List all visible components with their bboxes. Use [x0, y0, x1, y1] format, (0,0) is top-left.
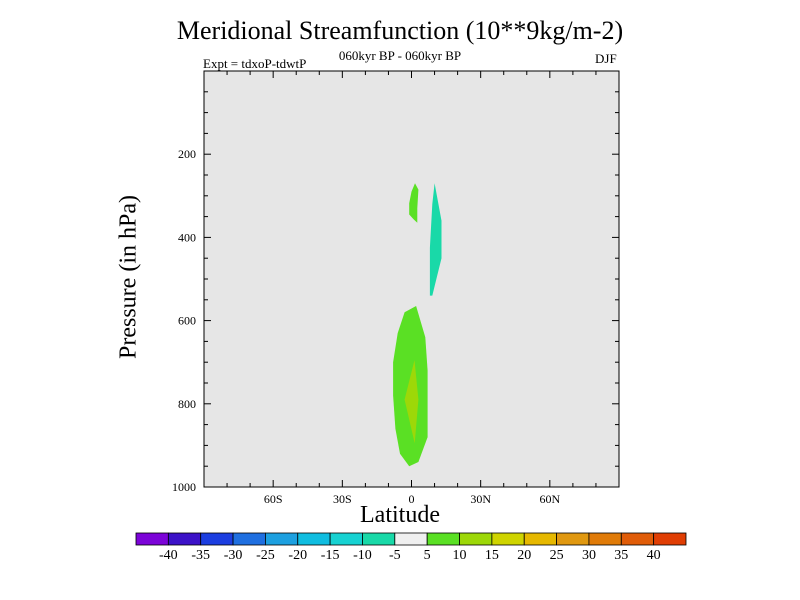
x-axis-label: Latitude [360, 502, 440, 528]
colorbar-label: -40 [159, 548, 178, 563]
y-tick-label: 600 [178, 314, 196, 328]
colorbar-swatch [329, 532, 363, 546]
chart-subtitle: 060kyr BP - 060kyr BP [338, 48, 462, 63]
colorbar-swatch [232, 532, 266, 546]
colorbar-swatch [200, 532, 234, 546]
chart-title: Meridional Streamfunction (10**9kg/m-2) [176, 16, 624, 45]
colorbar-label: -20 [288, 548, 307, 563]
colorbar-label: 5 [424, 548, 431, 563]
colorbar-label: -30 [224, 548, 243, 563]
colorbar-swatch [265, 532, 299, 546]
contour-region-2 [429, 183, 442, 296]
colorbar-swatch [620, 532, 655, 546]
colorbar-label: -10 [353, 548, 372, 563]
colorbar-label: -35 [191, 548, 210, 563]
contour-region-1 [409, 183, 419, 223]
colorbar-swatch [297, 532, 331, 546]
colorbar-swatch [491, 532, 525, 546]
colorbar-label: 35 [614, 548, 628, 563]
season-label: DJF [595, 51, 617, 66]
x-tick-label: 0 [409, 492, 415, 506]
colorbar: -40 -35 -30 -25 -20 -15 -10 -5 5 10 15 20 25 30 35 40 [135, 532, 687, 563]
x-tick-label: 60S [264, 492, 283, 506]
colorbar-label: 30 [582, 548, 596, 563]
colorbar-swatch [459, 532, 493, 546]
colorbar-label: -5 [389, 548, 401, 563]
colorbar-swatch [588, 532, 622, 546]
colorbar-swatch [426, 532, 460, 546]
colorbar-label: 15 [485, 548, 499, 563]
y-tick-label: 800 [178, 397, 196, 411]
colorbar-label: 10 [453, 548, 467, 563]
contour-region-4 [404, 360, 419, 444]
axis-ticks: 60S 30S 0 30N 60N 200 400 600 800 1000 [172, 71, 619, 506]
y-tick-label: 400 [178, 230, 196, 244]
y-tick-label: 1000 [172, 480, 196, 494]
colorbar-swatch [167, 532, 202, 546]
y-tick-label: 200 [178, 147, 196, 161]
colorbar-label: 25 [550, 548, 564, 563]
colorbar-label: 40 [647, 548, 661, 563]
colorbar-label: -15 [321, 548, 340, 563]
colorbar-swatch [556, 532, 590, 546]
x-tick-label: 60N [539, 492, 560, 506]
colorbar-swatch [362, 532, 396, 546]
experiment-label: Expt = tdxoP-tdwtP [203, 56, 307, 71]
colorbar-swatch [523, 532, 557, 546]
colorbar-swatch [394, 532, 428, 546]
colorbar-swatch [653, 532, 687, 546]
x-tick-label: 30S [333, 492, 352, 506]
x-tick-label: 30N [470, 492, 491, 506]
contour-regions [393, 183, 442, 467]
colorbar-label: -25 [256, 548, 275, 563]
colorbar-label: 20 [517, 548, 531, 563]
colorbar-swatch [135, 532, 169, 546]
